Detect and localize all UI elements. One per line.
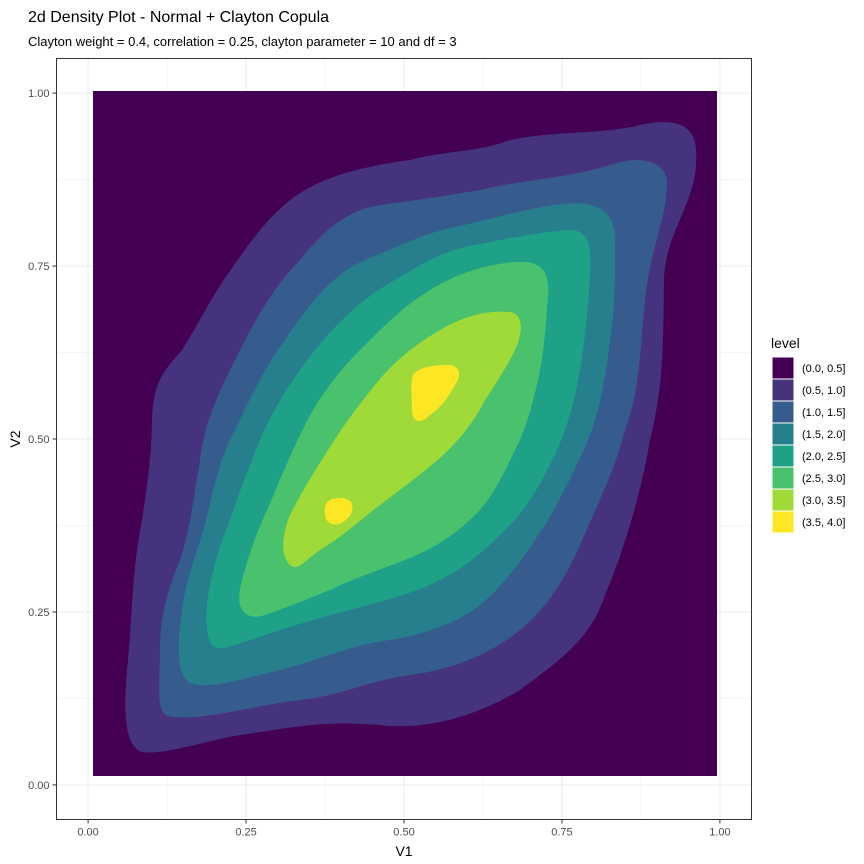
- legend-swatch-1: [771, 378, 795, 402]
- legend-label-0: (0.0, 0.5]: [802, 363, 845, 375]
- chart-title: 2d Density Plot - Normal + Clayton Copul…: [28, 9, 329, 26]
- level-7-region-peak-b: [324, 497, 353, 525]
- plot-panel: [56, 58, 752, 820]
- legend-swatch-4: [771, 444, 795, 468]
- legend-label-3: (1.5, 2.0]: [802, 429, 845, 441]
- legend-title: level: [771, 335, 800, 351]
- x-tick-label-0: 0.00: [77, 827, 98, 839]
- legend-swatch-5: [771, 466, 795, 490]
- x-tick-label-1: 0.25: [235, 827, 256, 839]
- legend-label-4: (2.0, 2.5]: [802, 451, 845, 463]
- legend-label-5: (2.5, 3.0]: [802, 473, 845, 485]
- legend: level (0.0, 0.5] (0.5, 1.0] (1.0, 1.5] (1.5…: [771, 335, 845, 534]
- legend-swatch-7: [771, 510, 795, 534]
- x-tick-label-2: 0.50: [393, 827, 414, 839]
- legend-keys: (0.0, 0.5] (0.5, 1.0] (1.0, 1.5] (1.5, 2.0]…: [771, 356, 845, 534]
- chart-subtitle: Clayton weight = 0.4, correlation = 0.25…: [28, 34, 457, 49]
- y-tick-label-2: 0.50: [28, 434, 49, 446]
- density-contours: [93, 91, 717, 776]
- x-tick-label-4: 1.00: [709, 827, 730, 839]
- legend-label-1: (0.5, 1.0]: [802, 385, 845, 397]
- y-axis: 0.00 0.25 0.50 0.75 1.00: [28, 88, 57, 792]
- x-tick-label-3: 0.75: [551, 827, 572, 839]
- level-7-region-peak-a: [411, 365, 460, 422]
- y-tick-label-3: 0.75: [28, 261, 49, 273]
- legend-swatch-0: [771, 356, 795, 380]
- legend-swatch-3: [771, 422, 795, 446]
- x-axis-title: V1: [395, 843, 412, 859]
- x-axis: 0.00 0.25 0.50 0.75 1.00: [77, 819, 731, 839]
- legend-swatch-2: [771, 400, 795, 424]
- y-tick-label-4: 1.00: [28, 88, 49, 100]
- y-tick-label-1: 0.25: [28, 607, 49, 619]
- y-tick-label-0: 0.00: [28, 780, 49, 792]
- legend-label-2: (1.0, 1.5]: [802, 407, 845, 419]
- legend-label-6: (3.0, 3.5]: [802, 495, 845, 507]
- y-axis-title: V2: [7, 430, 23, 447]
- legend-label-7: (3.5, 4.0]: [802, 517, 845, 529]
- legend-swatch-6: [771, 488, 795, 512]
